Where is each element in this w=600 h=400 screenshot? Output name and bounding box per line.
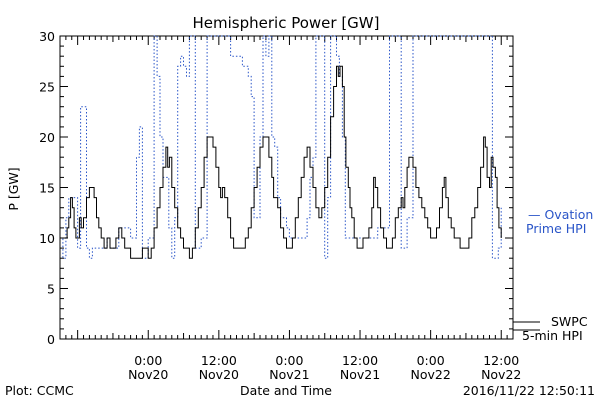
chart-title: Hemispheric Power [GW] (193, 14, 380, 32)
x-tick-label-date: Nov20 (199, 367, 239, 382)
series-ovation-line (60, 35, 502, 259)
x-tick-label-date: Nov20 (128, 367, 168, 382)
x-tick-label-date: Nov21 (340, 367, 380, 382)
x-tick-label-time: 12:00 (201, 353, 237, 368)
legend-swpc-line2: 5-min HPI (522, 328, 583, 343)
y-tick-label: 5 (47, 282, 55, 297)
y-tick-label: 0 (47, 332, 55, 347)
legend-ovation-line2: Prime HPI (526, 221, 586, 236)
plot-frame (59, 35, 514, 340)
legend-swpc-line1: SWPC (551, 314, 588, 329)
x-tick-label-time: 0:00 (275, 353, 303, 368)
footer-plot-credit: Plot: CCMC (5, 383, 74, 398)
x-tick-label-date: Nov22 (410, 367, 450, 382)
x-tick-label-time: 0:00 (417, 353, 445, 368)
footer-timestamp: 2016/11/22 12:50:11 (463, 383, 595, 398)
series-swpc-line (60, 65, 502, 259)
y-tick-label: 30 (39, 29, 55, 44)
x-tick-label-date: Nov21 (269, 367, 309, 382)
y-tick-label: 20 (39, 130, 55, 145)
x-tick-label-time: 0:00 (134, 353, 162, 368)
x-tick-label-time: 12:00 (342, 353, 378, 368)
y-axis-ticks: 0 5 10 15 20 25 30 (39, 29, 513, 347)
y-tick-label: 15 (39, 181, 55, 196)
y-tick-label: 10 (39, 231, 55, 246)
y-axis-label: P [GW] (6, 167, 21, 210)
legend-ovation-line1: — Ovation (528, 207, 593, 222)
x-tick-label-date: Nov22 (481, 367, 521, 382)
x-axis-ticks: 0:00Nov2012:00Nov200:00Nov2112:00Nov210:… (65, 36, 521, 382)
x-axis-label: Date and Time (240, 383, 332, 398)
series-layer (60, 35, 502, 259)
x-tick-label-time: 12:00 (483, 353, 519, 368)
y-tick-label: 25 (39, 80, 55, 95)
